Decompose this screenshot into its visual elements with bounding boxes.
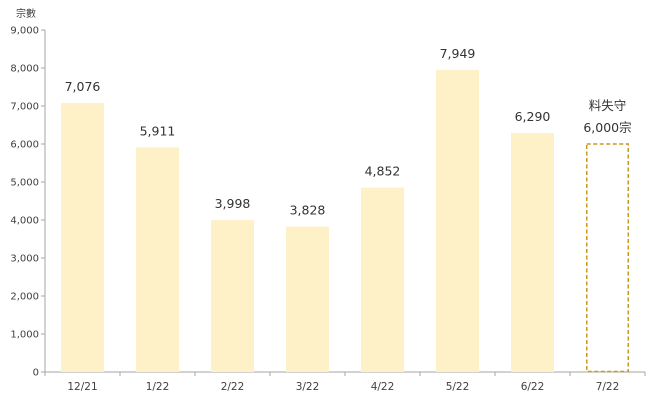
bars: [61, 69, 629, 373]
bar: [61, 103, 104, 372]
data-label: 4,852: [365, 164, 401, 179]
x-tick-label: 6/22: [521, 381, 545, 393]
y-tick-label: 7,000: [10, 102, 39, 113]
y-tick-label: 5,000: [10, 178, 39, 189]
bar: [286, 226, 329, 372]
x-axis: 12/21 1/22 2/22 3/22 4/22 5/22 6/22 7/22: [44, 371, 646, 393]
y-tick-label: 2,000: [10, 292, 39, 303]
x-tick-label: 12/21: [67, 381, 97, 393]
x-tick-label: 1/22: [146, 381, 170, 393]
x-tick-label: 4/22: [371, 381, 395, 393]
data-label: 7,076: [65, 79, 101, 94]
bar: [436, 69, 479, 373]
data-label: 5,911: [140, 123, 176, 138]
bar: [511, 132, 554, 372]
y-tick-label: 3,000: [10, 254, 39, 265]
data-label: 7,949: [440, 46, 476, 61]
y-tick-label: 0: [33, 368, 39, 379]
y-axis: 0 1,000 2,000 3,000 4,000 5,000 6,000 7,000 8,00…: [10, 26, 46, 379]
y-tick-label: 9,000: [10, 26, 39, 37]
x-tick-label: 7/22: [596, 381, 620, 393]
data-label: 3,828: [290, 203, 326, 218]
bar: [361, 187, 404, 372]
data-label: 6,000宗: [583, 120, 631, 135]
y-tick-label: 4,000: [10, 216, 39, 227]
x-tick-label: 5/22: [446, 381, 470, 393]
estimate-note: 料失守: [589, 98, 627, 113]
data-label: 6,290: [515, 109, 551, 124]
data-label: 3,998: [215, 196, 251, 211]
x-tick-label: 3/22: [296, 381, 320, 393]
y-axis-label: 宗數: [16, 7, 36, 20]
y-tick-label: 8,000: [10, 64, 39, 75]
x-tick-label: 2/22: [221, 381, 245, 393]
y-tick-label: 1,000: [10, 330, 39, 341]
bar: [211, 220, 254, 372]
y-tick-label: 6,000: [10, 140, 39, 151]
bar-estimate: [586, 143, 629, 373]
bar: [136, 147, 179, 372]
data-labels: 7,076 5,911 3,998 3,828 4,852 7,949 6,290 6,000…: [65, 46, 632, 218]
